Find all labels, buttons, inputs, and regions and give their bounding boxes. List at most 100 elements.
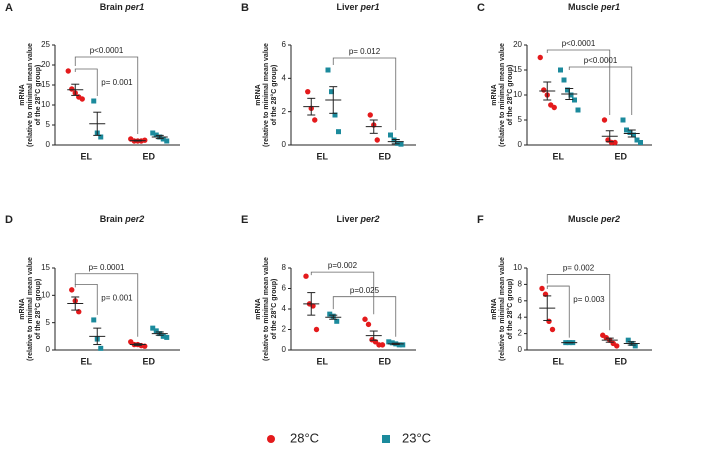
x-tick-label: EL — [316, 151, 328, 161]
y-tick-label: 10 — [41, 290, 50, 299]
x-tick-label: ED — [378, 151, 391, 161]
significance-bracket — [546, 274, 611, 331]
p-value-annotation: p= 0.003 — [573, 295, 605, 304]
data-point — [631, 132, 636, 138]
title-tissue: Brain — [100, 214, 123, 224]
significance-bracket — [74, 56, 139, 134]
panel-title: Muscle per1 — [568, 2, 620, 12]
y-axis-label: of the 28°C group) — [506, 279, 514, 340]
data-point — [91, 98, 97, 104]
y-tick-label: 4 — [282, 304, 287, 313]
y-tick-label: 0 — [282, 345, 287, 354]
y-tick-label: 15 — [41, 80, 50, 89]
data-point — [627, 130, 633, 135]
data-point — [400, 342, 406, 348]
title-gene: per1 — [600, 2, 620, 12]
data-point — [558, 67, 563, 73]
x-tick-label: EL — [316, 356, 328, 366]
x-tick-label: EL — [80, 356, 92, 366]
y-tick-label: 5 — [46, 318, 51, 327]
y-axis-label: of the 28°C group) — [34, 65, 42, 126]
y-tick-label: 0 — [282, 140, 287, 149]
data-point — [537, 54, 543, 61]
data-point — [620, 117, 626, 123]
title-gene: per2 — [360, 214, 380, 224]
panel-label: C — [477, 2, 485, 14]
y-axis-label: of the 28°C group) — [34, 279, 42, 340]
x-tick-label: EL — [552, 356, 564, 366]
y-tick-label: 8 — [282, 263, 287, 272]
data-point — [551, 104, 557, 111]
title-tissue: Muscle — [568, 2, 599, 12]
y-axis-label: (relative to minimal mean value — [27, 257, 34, 361]
y-axis-label: of the 28°C group) — [506, 65, 514, 126]
panel-label: B — [241, 2, 249, 14]
y-axis-label: mRNA — [19, 84, 26, 105]
significance-bracket — [310, 271, 375, 315]
legend-label: 23°C — [402, 430, 431, 445]
data-point — [69, 287, 75, 293]
y-axis-label: (relative to minimal mean value — [27, 43, 34, 147]
title-tissue: Muscle — [568, 214, 599, 224]
x-tick-label: ED — [614, 356, 627, 366]
y-tick-label: 6 — [282, 284, 287, 293]
data-point — [336, 129, 341, 135]
data-point — [313, 326, 320, 333]
p-value-annotation: p= 0.012 — [349, 47, 381, 56]
p-value-annotation: p<0.0001 — [562, 39, 596, 48]
panel-title: Liver per2 — [336, 214, 379, 224]
significance-bracket — [332, 57, 397, 130]
title-gene: per2 — [600, 214, 620, 224]
panel-label: F — [477, 214, 484, 226]
panel-title: Brain per2 — [100, 214, 145, 224]
y-tick-label: 10 — [513, 263, 522, 272]
y-tick-label: 0 — [46, 345, 51, 354]
y-tick-label: 0 — [518, 345, 523, 354]
y-axis-label: mRNA — [255, 84, 262, 105]
data-point — [379, 342, 386, 348]
x-tick-label: ED — [142, 151, 155, 161]
data-point — [65, 68, 71, 74]
y-axis-label: mRNA — [491, 84, 498, 105]
p-value-annotation: p<0.0001 — [584, 56, 618, 65]
title-gene: per2 — [124, 214, 144, 224]
data-point — [98, 134, 104, 140]
y-tick-label: 5 — [46, 120, 51, 129]
data-point — [634, 137, 640, 143]
y-tick-label: 0 — [518, 140, 523, 149]
significance-bracket — [74, 68, 98, 96]
y-tick-label: 2 — [282, 107, 287, 116]
data-point — [329, 89, 334, 95]
significance-bracket — [74, 284, 98, 315]
y-axis-label: mRNA — [491, 298, 498, 319]
data-point — [305, 88, 311, 95]
y-tick-label: 20 — [41, 60, 50, 69]
data-point — [638, 140, 643, 145]
y-tick-label: 15 — [41, 263, 50, 272]
legend-marker — [382, 435, 390, 443]
y-tick-label: 15 — [513, 65, 522, 74]
panel-label: E — [241, 214, 248, 226]
data-point — [575, 107, 581, 113]
y-tick-label: 10 — [41, 100, 50, 109]
data-point — [79, 96, 85, 102]
x-tick-label: EL — [80, 151, 92, 161]
data-point — [164, 334, 170, 340]
legend-label: 28°C — [290, 430, 319, 445]
title-tissue: Liver — [336, 214, 358, 224]
y-tick-label: 5 — [518, 115, 523, 124]
panel-label: D — [5, 214, 13, 226]
significance-bracket — [74, 273, 139, 337]
data-point — [91, 317, 97, 323]
y-axis-label: (relative to minimal mean value — [263, 43, 270, 147]
data-point — [334, 318, 340, 324]
y-tick-label: 0 — [46, 140, 51, 149]
data-point — [98, 345, 104, 351]
data-point — [398, 141, 404, 147]
data-point — [601, 117, 608, 123]
y-tick-label: 6 — [518, 296, 523, 305]
y-axis-label: (relative to minimal mean value — [499, 257, 506, 361]
y-axis-label: mRNA — [255, 298, 262, 319]
x-tick-label: ED — [142, 356, 155, 366]
